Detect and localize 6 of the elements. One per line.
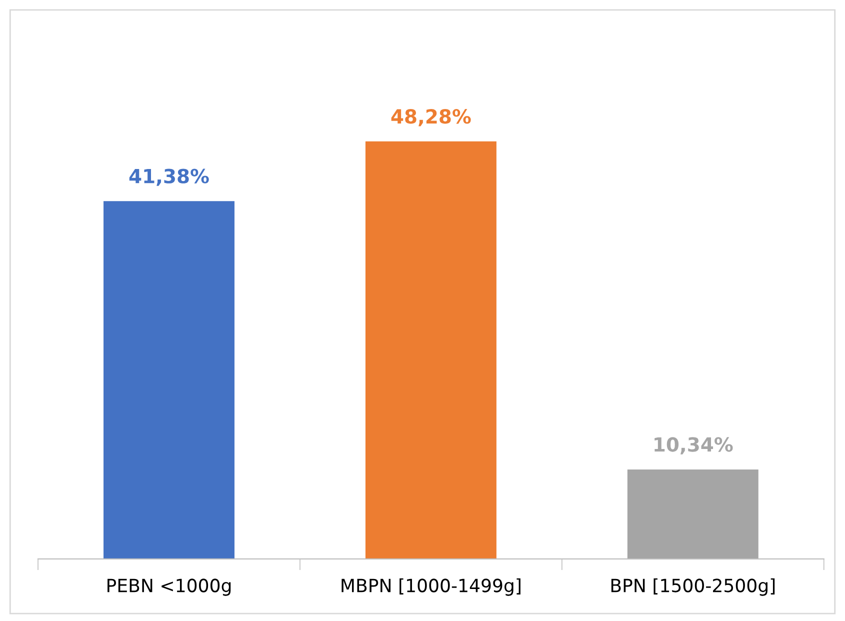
x-tick-label: BPN [1500-2500g] <box>611 578 775 596</box>
x-tick-label: PEBN <1000g <box>108 578 231 596</box>
data-label: 48,28% <box>391 109 471 126</box>
x-tick-label: MBPN [1000-1499g] <box>342 578 520 596</box>
data-label: 41,38% <box>129 168 209 186</box>
data-label: 10,34% <box>654 437 733 454</box>
